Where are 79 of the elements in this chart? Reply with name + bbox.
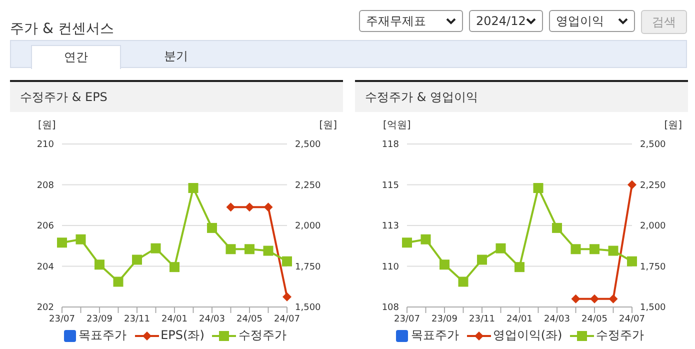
x-tick-label: 24/05 xyxy=(582,314,608,324)
y-tick-label: 210 xyxy=(36,140,54,150)
y-tick-label: 206 xyxy=(36,222,54,232)
point xyxy=(477,254,487,265)
point xyxy=(226,244,236,254)
point xyxy=(570,244,581,254)
text: 연간 xyxy=(31,45,121,69)
y-tick-label: 118 xyxy=(382,140,400,150)
text: 주가 & 컨센서스 xyxy=(10,20,114,38)
point xyxy=(514,262,524,272)
y2-axis-title: [원] xyxy=(319,119,337,132)
y2-tick-label: 2,000 xyxy=(640,222,666,232)
x-tick-label: 23/11 xyxy=(124,314,150,324)
chart-title: 수정주가 & EPS xyxy=(10,80,343,112)
y2-axis-title: [원] xyxy=(664,119,682,132)
y2-tick-label: 2,500 xyxy=(295,140,322,150)
x-tick-label: 23/07 xyxy=(394,314,420,324)
x-tick-label: 24/03 xyxy=(544,314,570,324)
point xyxy=(496,243,506,254)
point xyxy=(57,238,67,248)
x-tick-label: 24/03 xyxy=(199,314,225,324)
legend-label: 목표주가 xyxy=(410,327,459,344)
y-tick-label: 208 xyxy=(36,180,54,191)
point xyxy=(282,256,292,266)
point xyxy=(533,183,544,194)
point xyxy=(170,262,180,272)
x-tick-label: 24/07 xyxy=(619,314,645,324)
y-tick-label: 110 xyxy=(382,262,400,272)
point xyxy=(207,222,217,233)
point xyxy=(76,234,86,244)
point xyxy=(188,183,198,194)
x-tick-label: 24/05 xyxy=(236,314,262,324)
y-tick-label: 202 xyxy=(36,303,54,314)
point xyxy=(552,222,562,233)
chart-title: 수정주가 & 영업이익 xyxy=(355,80,688,112)
text: 2024/12 xyxy=(476,14,526,28)
legend-label: 영업이익(좌) xyxy=(492,327,562,344)
legend-label: 목표주가 xyxy=(78,327,127,344)
point xyxy=(458,276,468,287)
point xyxy=(150,243,161,254)
legend-label: 수정주가 xyxy=(595,327,644,344)
x-tick-label: 24/01 xyxy=(162,314,188,324)
point xyxy=(94,260,104,270)
x-tick-label: 23/09 xyxy=(432,314,458,324)
point xyxy=(263,246,274,256)
x-tick-label: 24/07 xyxy=(274,314,300,324)
point xyxy=(440,260,450,270)
legend-label: 수정주가 xyxy=(237,327,286,344)
y2-tick-label: 1,500 xyxy=(640,303,666,314)
x-tick-label: 23/07 xyxy=(49,314,75,324)
text: 주재무제표 xyxy=(366,12,426,30)
y2-tick-label: 1,750 xyxy=(640,262,666,272)
y-axis-title: [억원] xyxy=(383,119,411,132)
point xyxy=(402,238,412,248)
y2-tick-label: 2,500 xyxy=(640,140,666,150)
x-tick-label: 24/01 xyxy=(506,314,532,324)
x-tick-label: 23/09 xyxy=(86,314,113,324)
y2-tick-label: 1,750 xyxy=(295,262,322,272)
y2-tick-label: 2,000 xyxy=(295,222,322,232)
point xyxy=(132,254,142,265)
y-tick-label: 108 xyxy=(382,303,400,314)
y2-tick-label: 2,250 xyxy=(295,180,322,191)
point xyxy=(627,256,637,266)
point xyxy=(244,244,254,254)
y-axis-title: [원] xyxy=(38,119,56,132)
point xyxy=(590,244,600,254)
point xyxy=(113,276,124,287)
y2-tick-label: 2,250 xyxy=(640,180,666,191)
text: 검색 xyxy=(641,10,687,34)
legend-label: EPS(좌) xyxy=(160,327,204,344)
x-tick-label: 23/11 xyxy=(469,314,495,324)
y-tick-label: 115 xyxy=(382,180,399,191)
point xyxy=(608,246,618,256)
y2-tick-label: 1,500 xyxy=(295,303,322,314)
y-tick-label: 113 xyxy=(382,222,399,232)
text: 분기 xyxy=(163,48,189,65)
point xyxy=(420,234,431,244)
y-tick-label: 204 xyxy=(36,262,54,272)
text: 영업이익 xyxy=(556,12,604,30)
